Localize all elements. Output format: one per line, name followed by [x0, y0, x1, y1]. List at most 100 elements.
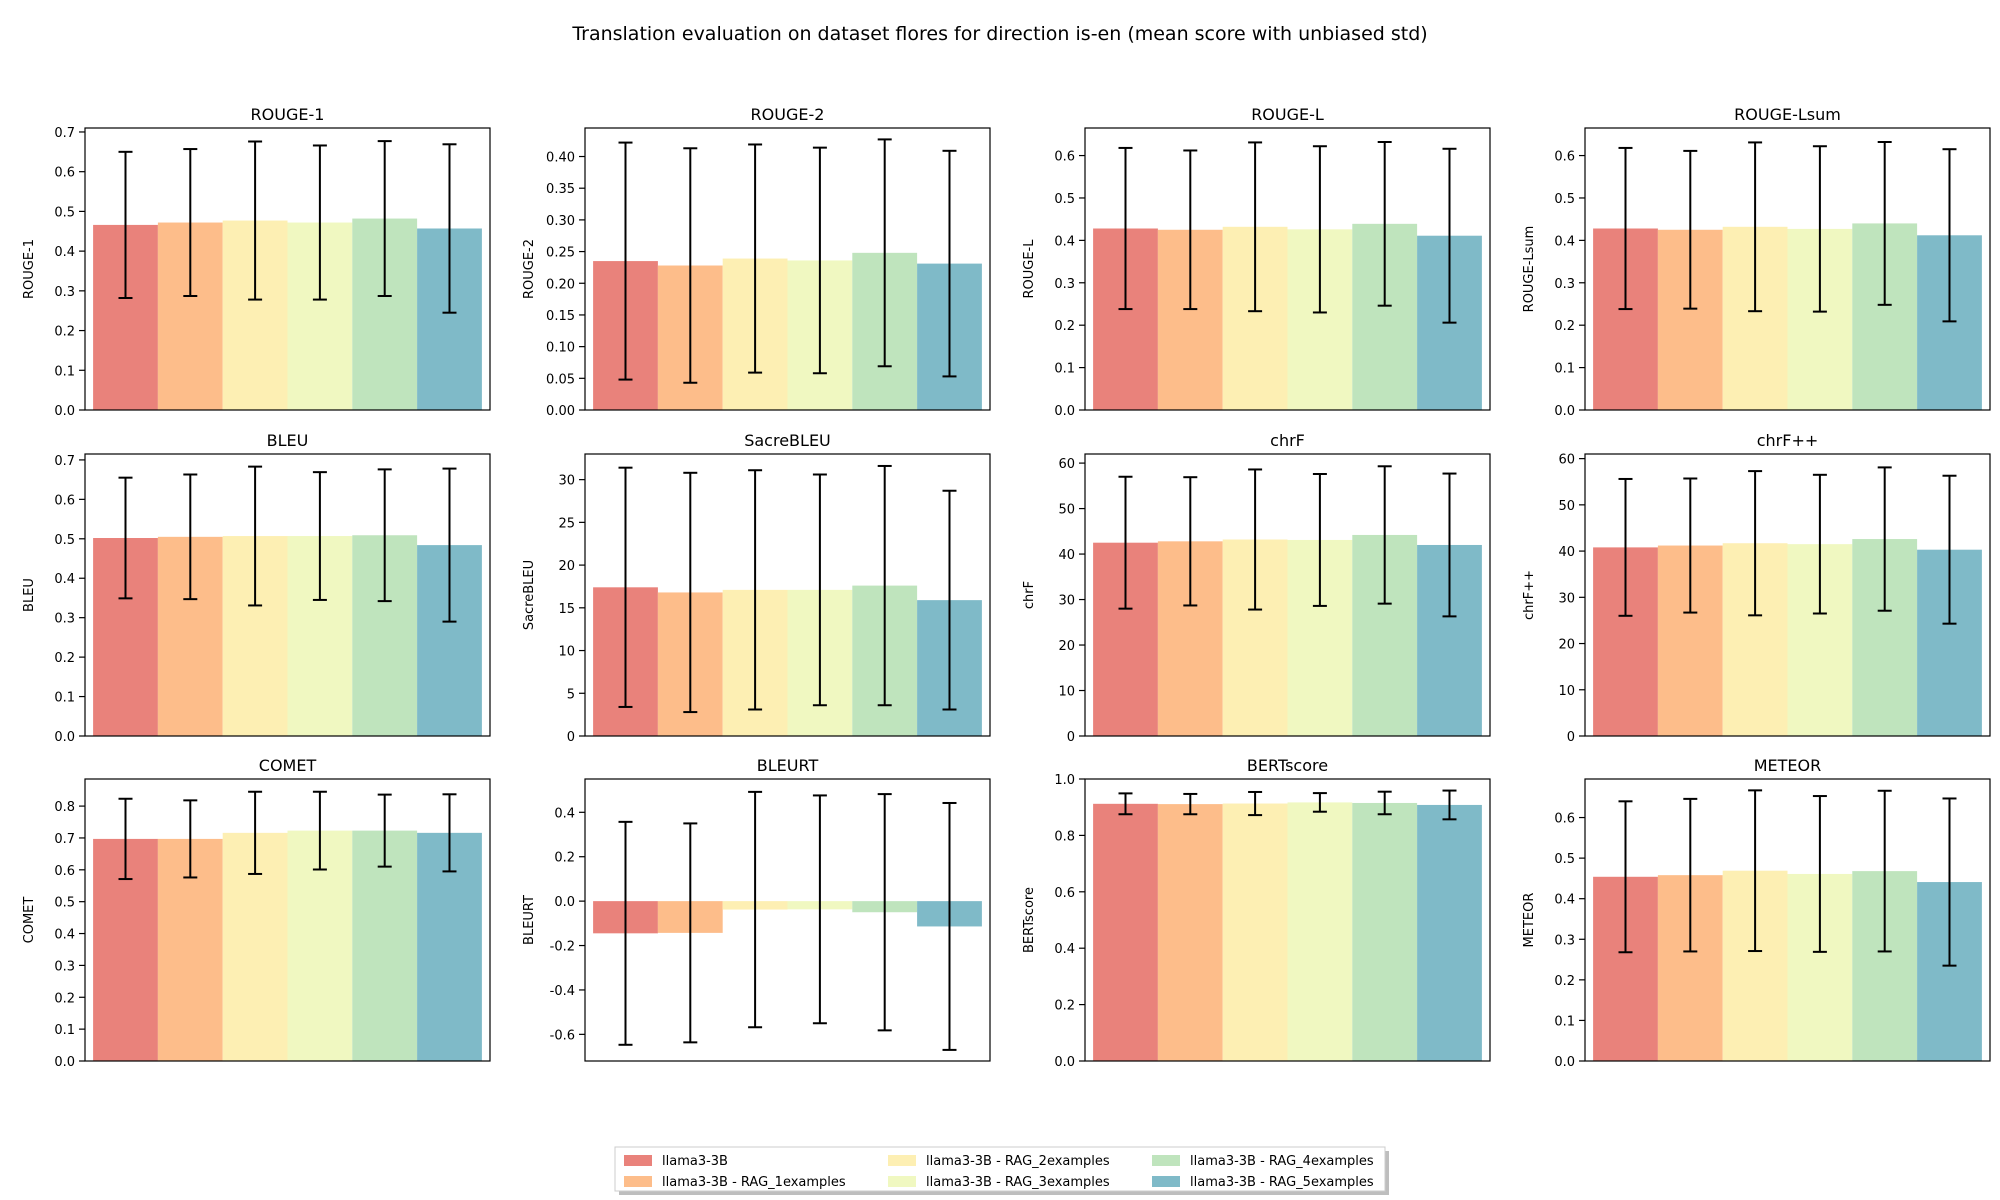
y-tick-label: 20: [558, 559, 575, 574]
y-tick-label: 0.1: [1554, 362, 1575, 377]
legend-frame: [614, 1146, 1386, 1192]
error-bar-chrf-2: [1183, 476, 1198, 607]
error-bar-bleu-6: [442, 467, 457, 623]
bar-bertscore-6: [1417, 804, 1482, 1061]
y-tick-label: 30: [1558, 591, 1575, 606]
legend-item-5: llama3-3B - RAG_4examples: [1152, 1154, 1374, 1169]
error-bar-bertscore-3: [1248, 790, 1263, 817]
error-bar-sacrebleu-5: [877, 464, 892, 707]
y-tick-label: 20: [1558, 638, 1575, 653]
error-bar-comet-3: [248, 790, 263, 875]
error-bar-bleu-4: [312, 471, 327, 601]
error-bar-bleurt-3: [748, 790, 763, 1029]
legend-swatch: [1152, 1176, 1180, 1187]
y-tick-label: 0.15: [546, 309, 575, 324]
error-bar-bertscore-6: [1442, 789, 1457, 821]
y-tick-label: 0.30: [546, 214, 575, 229]
y-tick-label: 0.6: [54, 166, 75, 181]
legend: llama3-3B llama3-3B - RAG_1examples llama3…: [614, 1146, 1389, 1195]
y-tick-label: -0.4: [550, 984, 575, 999]
y-tick-label: 0.0: [54, 404, 75, 419]
y-axis-label-meteor: METEOR: [1522, 893, 1537, 948]
y-tick-label: 0.2: [1054, 999, 1075, 1014]
y-tick-label: 0.7: [54, 454, 75, 469]
y-tick-label: 0.5: [1054, 192, 1075, 207]
subplot-chrf: 0 10 20 30 40 50 60 chrF chrF: [1022, 431, 1491, 745]
axes-frame-chrf: [1584, 453, 1991, 737]
y-tick-label: 0.2: [54, 991, 75, 1006]
y-axis-label-chrf: chrF++: [1522, 570, 1537, 620]
error-bar-chrf-3: [1748, 470, 1763, 617]
y-axis-label-bleurt: BLEURT: [522, 895, 537, 945]
legend-label: llama3-3B - RAG_2examples: [926, 1154, 1110, 1169]
subplot-rouge-lsum: 0.0 0.1 0.2 0.3 0.4 0.5 0.6 ROUGE-Lsum ROUGE-Lsu…: [1522, 105, 1991, 419]
error-bar-rouge-1-3: [248, 140, 263, 301]
y-tick-label: 0.3: [54, 612, 75, 627]
error-bar-rouge-1-6: [442, 143, 457, 314]
bar-bertscore-4: [1287, 802, 1353, 1061]
axes-frame-meteor: [1584, 778, 1991, 1062]
legend-label: llama3-3B - RAG_1examples: [662, 1175, 846, 1190]
error-bar-rouge-lsum-6: [1942, 148, 1957, 323]
y-tick-label: 25: [558, 516, 575, 531]
error-bar-meteor-5: [1877, 789, 1892, 953]
y-tick-label: 0.0: [54, 730, 75, 745]
axes-frame-rouge-1: [84, 127, 491, 411]
legend-item-3: llama3-3B - RAG_2examples: [888, 1154, 1110, 1169]
error-bar-chrf-1: [1118, 475, 1133, 610]
error-bar-comet-6: [442, 793, 457, 873]
y-tick-label: 0.40: [546, 151, 575, 166]
error-bar-chrf-4: [1812, 473, 1827, 615]
error-bar-rouge-1-5: [377, 140, 392, 298]
legend-label: llama3-3B: [662, 1154, 728, 1169]
error-bar-comet-1: [118, 797, 133, 881]
subplot-bleu: 0.0 0.1 0.2 0.3 0.4 0.5 0.6 0.7 BLEU BLEU: [22, 431, 491, 745]
y-tick-label: 0.2: [1554, 319, 1575, 334]
y-tick-label: 0.3: [1054, 277, 1075, 292]
y-tick-label: 0.35: [546, 182, 575, 197]
error-bar-meteor-6: [1942, 797, 1957, 967]
subplot-title-rouge-1: ROUGE-1: [251, 105, 325, 124]
y-tick-label: 15: [558, 602, 575, 617]
legend-swatch: [1152, 1155, 1180, 1166]
y-axis-label-bleu: BLEU: [22, 578, 37, 612]
error-bar-chrf-4: [1312, 473, 1327, 607]
y-tick-label: 0: [567, 730, 575, 745]
y-tick-label: 0.6: [54, 864, 75, 879]
legend-swatch: [624, 1176, 652, 1187]
error-bar-chrf-2: [1683, 477, 1698, 614]
error-bar-bleurt-6: [942, 801, 957, 1051]
y-axis-label-sacrebleu: SacreBLEU: [522, 560, 537, 630]
y-tick-label: 10: [1558, 684, 1575, 699]
subplot-bertscore: 0.0 0.2 0.4 0.6 0.8 1.0 BERTscore BERTscore: [1022, 756, 1491, 1070]
error-bar-rouge-2-3: [748, 143, 763, 374]
subplot-sacrebleu: 0 5 10 15 20 25 30 SacreBLEU SacreBLEU: [522, 431, 991, 745]
y-tick-label: 0.25: [546, 246, 575, 261]
y-tick-label: 0.8: [54, 800, 75, 815]
error-bar-chrf-5: [1877, 466, 1892, 612]
y-tick-label: 0.8: [1054, 829, 1075, 844]
error-bar-bleu-5: [377, 468, 392, 603]
bar-bertscore-2: [1157, 804, 1223, 1061]
error-bar-chrf-3: [1248, 468, 1263, 611]
bar-comet-5: [352, 830, 418, 1061]
y-tick-label: 0.4: [54, 928, 75, 943]
axes-frame-rouge-l: [1084, 127, 1491, 411]
subplot-grid: 0.00.10.20.30.40.50.60.7ROUGE-1ROUGE-10.…: [22, 105, 1991, 1070]
subplot-comet: 0.0 0.1 0.2 0.3 0.4 0.5 0.6 0.7 0.8 COMET COMET: [22, 756, 491, 1070]
axes-frame-rouge-lsum: [1584, 127, 1991, 411]
error-bar-bertscore-4: [1312, 792, 1327, 813]
y-tick-label: 0.1: [54, 364, 75, 379]
error-bar-chrf-6: [1942, 474, 1957, 625]
axes-frame-sacrebleu: [584, 453, 991, 737]
subplot-title-bleu: BLEU: [267, 431, 309, 450]
y-tick-label: 0.6: [1554, 150, 1575, 165]
y-tick-label: 30: [558, 474, 575, 489]
error-bar-rouge-1-2: [183, 148, 198, 298]
error-bar-rouge-l-6: [1442, 147, 1457, 324]
y-tick-label: 0.3: [1554, 277, 1575, 292]
y-tick-label: 30: [1058, 594, 1075, 609]
y-axis-label-chrf: chrF: [1022, 581, 1037, 609]
error-bar-bleurt-5: [877, 793, 892, 1032]
error-bar-rouge-1-4: [312, 144, 327, 301]
